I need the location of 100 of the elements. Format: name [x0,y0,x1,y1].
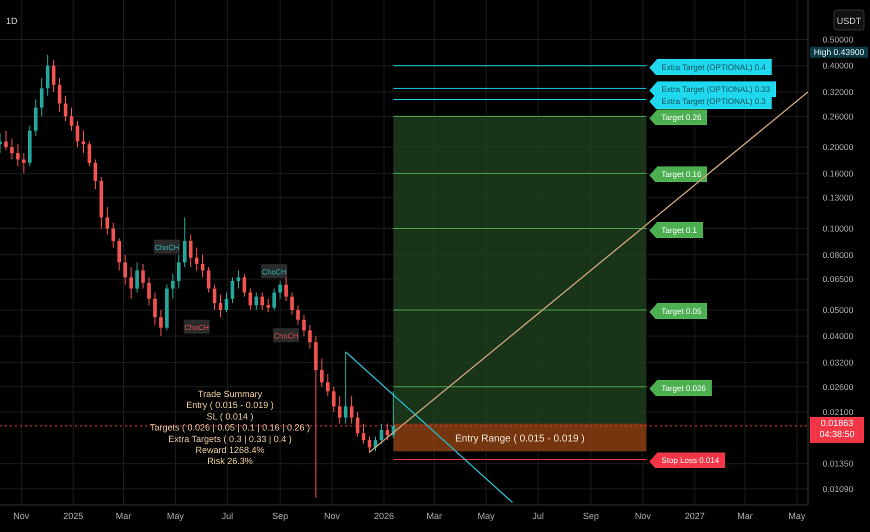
y-tick-label: 0.01350 [822,458,854,469]
candlestick [76,120,80,148]
candlestick [284,276,288,302]
candlestick [272,288,276,310]
y-tick-label: 0.06500 [822,274,854,284]
y-tick-label: 0.20000 [822,142,854,152]
ref-line-label: Target 0.26 [649,109,708,128]
candlestick [236,270,240,290]
y-tick-label: 0.50000 [822,34,854,45]
candlestick [22,152,26,174]
candlestick [147,276,151,306]
annotation: SL ( 0.014 ) [206,411,254,422]
candlestick [242,273,246,298]
candlestick [362,423,366,444]
candlestick [224,292,228,313]
candlestick [368,436,372,454]
ref-line-label: Extra Target (OPTIONAL) 0.4 [649,58,772,77]
x-tick-label: May [478,511,496,521]
ref-line-label: Stop Loss 0.014 [649,452,726,470]
candlestick [34,99,38,136]
annotation: Trade Summary [198,389,263,399]
candlestick [248,288,252,310]
candlestick [16,144,20,167]
candlestick [153,292,157,326]
y-tick-label: 0.16000 [822,168,854,178]
ref-line-label: Extra Target (OPTIONAL) 0.3 [649,92,772,110]
y-axis-title: USDT [836,16,862,26]
text: 1D [6,16,18,26]
annotation: Extra Targets ( 0.3 | 0.33 | 0.4 ) [168,434,292,444]
y-tick-label: 0.10000 [822,224,854,234]
candlestick [308,324,312,350]
candlestick [374,436,378,452]
candlestick [88,140,92,167]
candlestick [380,423,384,444]
candlestick [302,314,306,337]
text: High 0.43900 [814,47,865,58]
candlestick [350,396,354,424]
annotation: Entry ( 0.015 - 0.019 ) [186,400,274,410]
candlestick [64,95,68,122]
candlestick [212,284,216,310]
ref-line-label: 0.01863 04:38:50 [819,418,855,439]
ref-line-label: Target 0.1 [649,222,703,240]
x-tick-label: 2026 [374,511,394,521]
candlestick [46,54,50,96]
ref-line-label: Target 0.05 [649,302,708,321]
candlestick [10,138,14,160]
x-tick-label: Nov [324,511,341,521]
candlestick [332,386,336,412]
candlestick [123,254,127,286]
candlestick [254,292,258,310]
candlestick [230,276,234,304]
candlestick [278,280,282,300]
x-tick-label: Jul [222,511,234,521]
candlestick [135,262,139,294]
candlestick [111,222,116,248]
candlestick [159,309,163,337]
x-tick-label: Mar [116,511,132,521]
annotation: Reward 1268.4% [195,445,265,455]
candlestick [386,423,390,441]
x-tick-label: 2027 [684,511,705,521]
candlestick [296,304,300,326]
candlestick [326,373,330,397]
annotation: Risk 26.3% [207,456,253,466]
candlestick [129,266,133,300]
candlestick [4,130,8,151]
candlestick [70,107,74,132]
candlestick [290,292,294,316]
candlestick [177,254,181,290]
x-tick-label: Jul [532,511,544,521]
x-tick-label: May [166,511,184,521]
y-tick-label: 0.04000 [822,331,854,342]
ref-line-label: Target 0.16 [649,166,708,184]
candlestick [52,59,56,92]
x-tick-label: Nov [13,511,30,521]
y-tick-label: 0.32000 [822,86,854,97]
x-tick-label: 2025 [63,511,84,521]
candlestick [117,238,121,271]
x-tick-label: Mar [426,511,442,521]
band-label: Entry Range ( 0.015 - 0.019 ) [455,433,585,444]
x-tick-label: Nov [634,511,652,521]
x-tick-label: May [788,511,806,521]
candlestick [356,411,360,438]
candlestick [344,351,348,424]
ref-line-label: Target 0.026 [649,380,712,398]
ref-line-label: Extra Target (OPTIONAL) 0.33 [661,85,770,94]
x-tick-label: Sep [272,511,288,521]
candlestick [40,78,44,117]
annotation: Targets ( 0.026 | 0.05 | 0.1 | 0.16 | 0.26 ) [150,422,310,433]
candlestick [105,206,110,236]
candlestick [171,273,175,300]
candlestick [141,263,145,290]
candlestick [188,234,193,268]
y-tick-label: 0.02600 [822,382,854,392]
candlestick [94,159,98,190]
y-tick-label: 0.08000 [822,250,854,260]
x-tick-label: Sep [582,511,599,521]
candlestick [260,292,264,310]
y-tick-label: 0.13000 [822,192,854,203]
y-tick-label: 0.05000 [822,304,854,315]
candlestick [200,254,204,278]
